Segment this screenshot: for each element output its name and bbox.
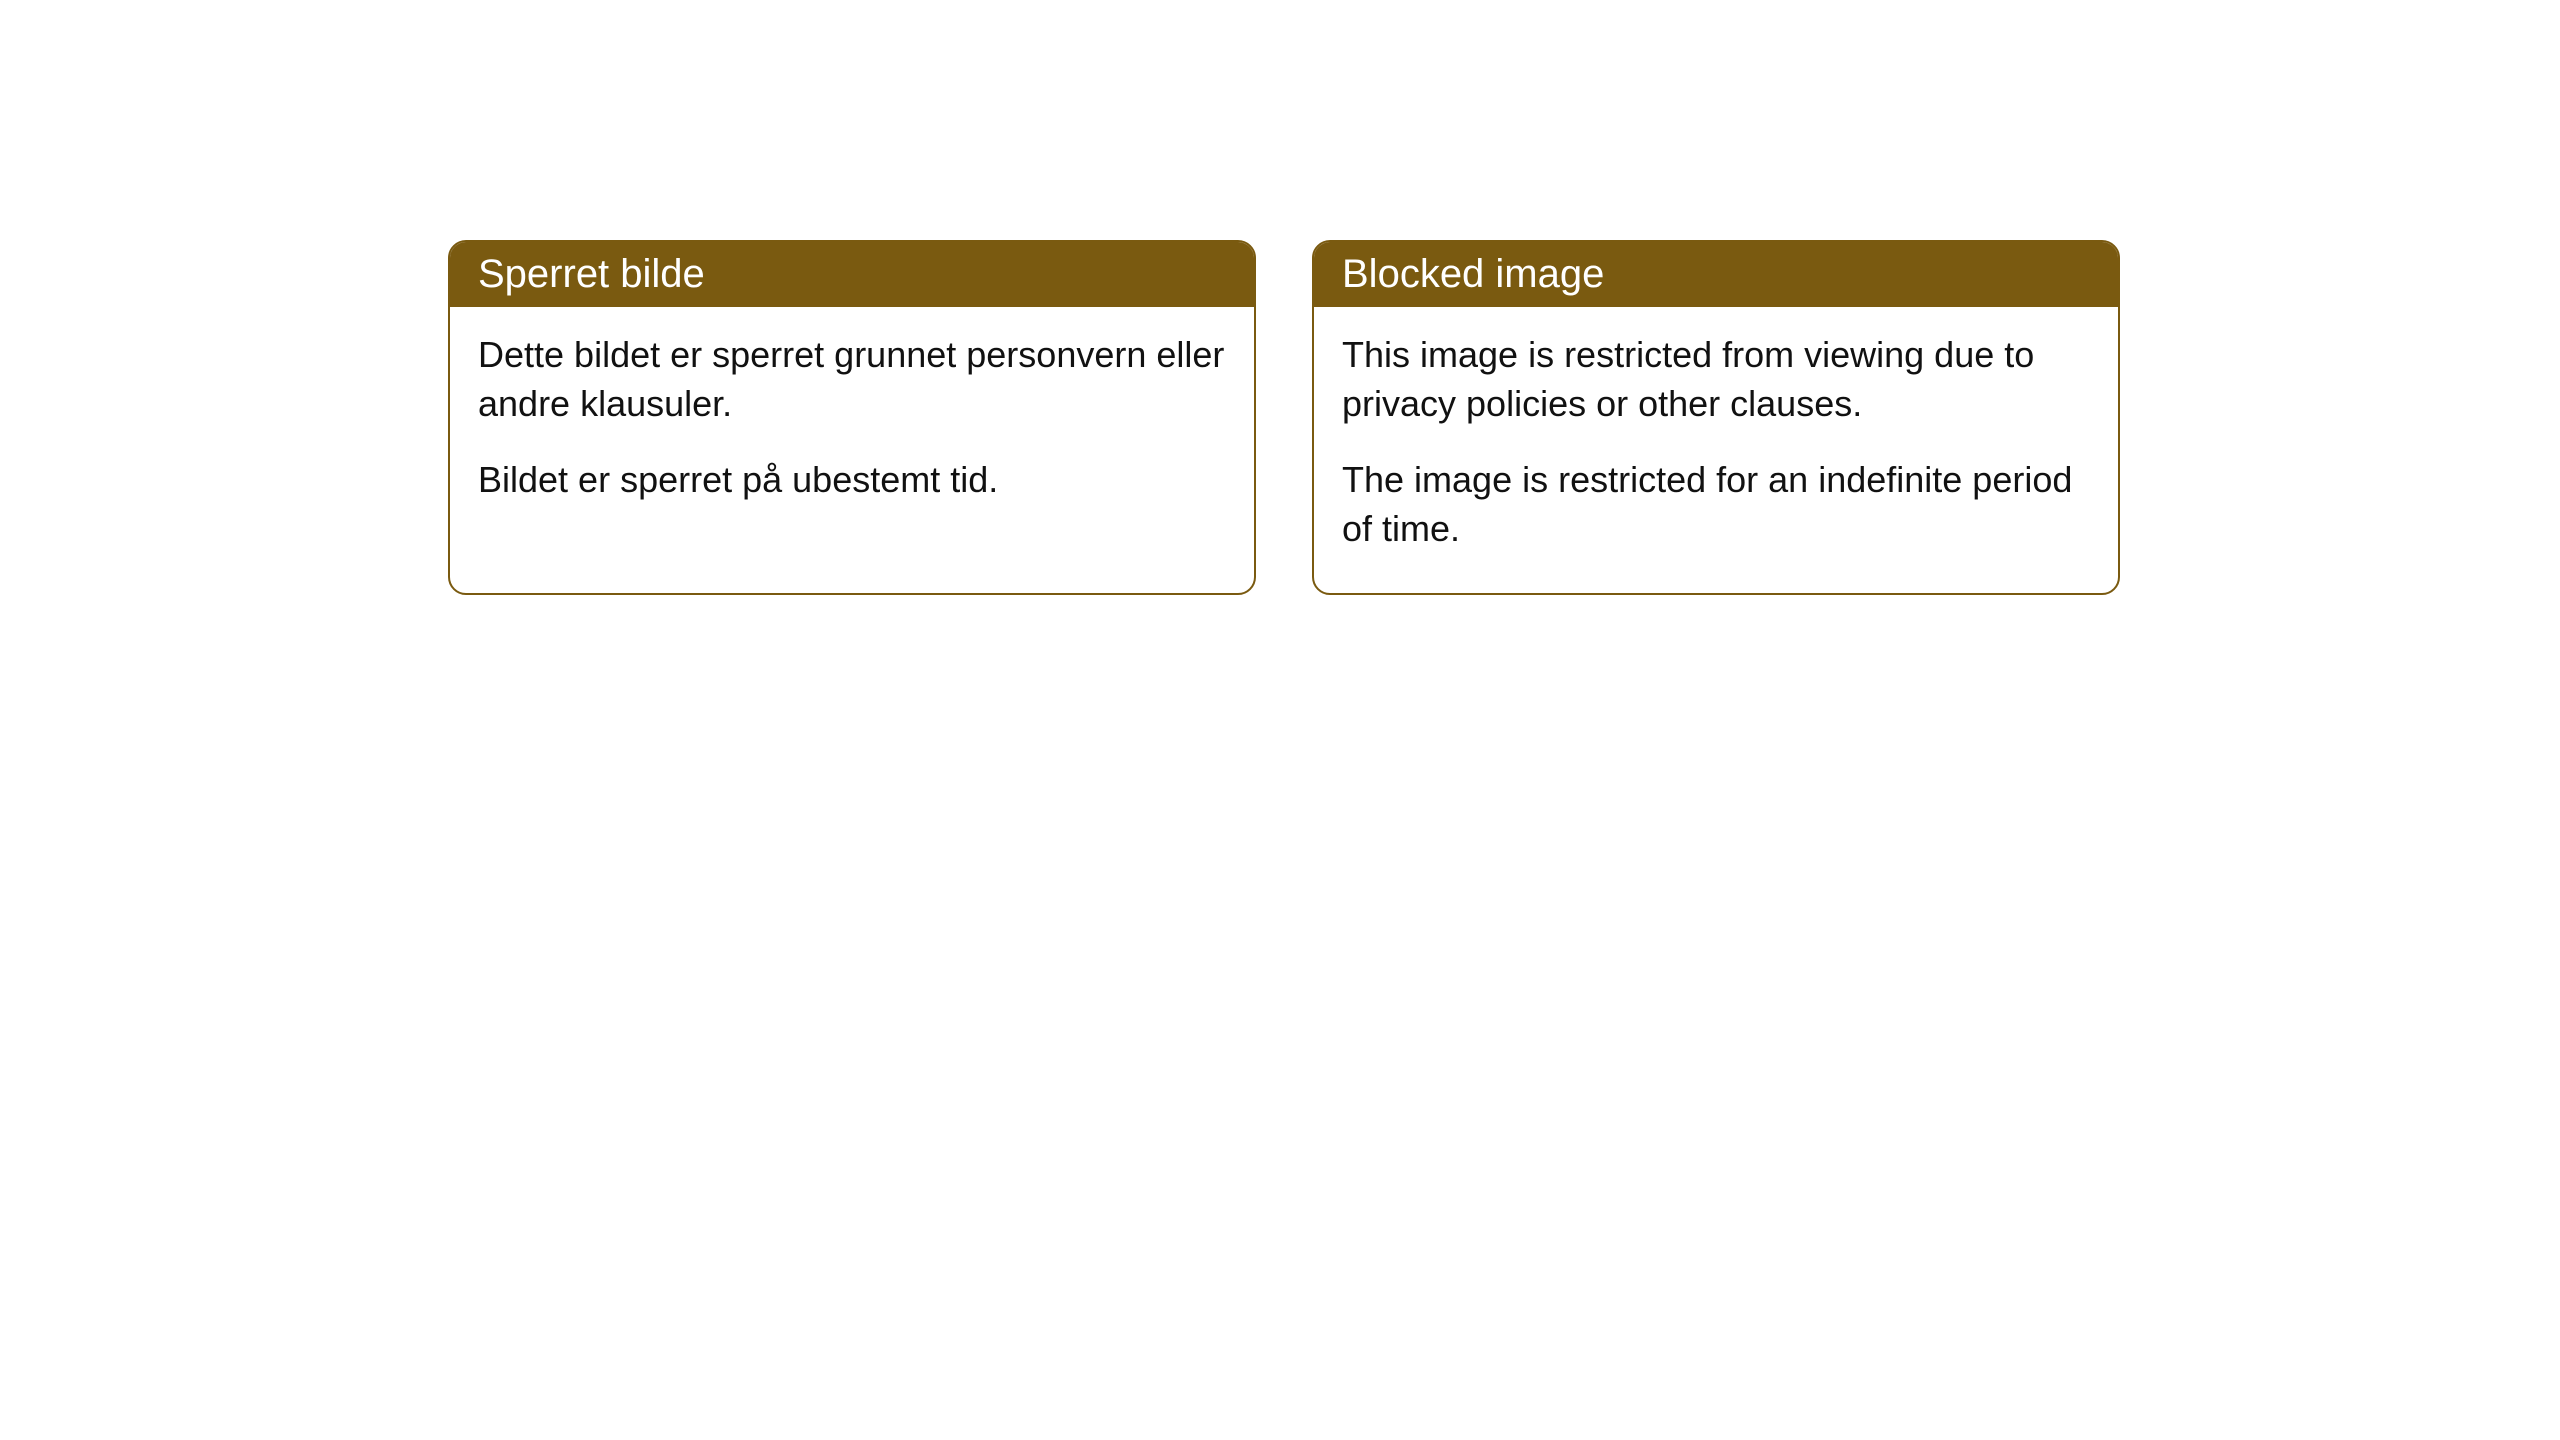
cards-container: Sperret bilde Dette bildet er sperret gr…	[448, 240, 2120, 595]
card-paragraph: The image is restricted for an indefinit…	[1342, 456, 2090, 553]
card-header: Sperret bilde	[450, 242, 1254, 307]
card-norwegian: Sperret bilde Dette bildet er sperret gr…	[448, 240, 1256, 595]
card-body: This image is restricted from viewing du…	[1314, 307, 2118, 593]
card-paragraph: Dette bildet er sperret grunnet personve…	[478, 331, 1226, 428]
card-title: Sperret bilde	[478, 252, 705, 296]
card-body: Dette bildet er sperret grunnet personve…	[450, 307, 1254, 545]
card-paragraph: This image is restricted from viewing du…	[1342, 331, 2090, 428]
card-paragraph: Bildet er sperret på ubestemt tid.	[478, 456, 1226, 505]
card-header: Blocked image	[1314, 242, 2118, 307]
card-english: Blocked image This image is restricted f…	[1312, 240, 2120, 595]
card-title: Blocked image	[1342, 252, 1604, 296]
